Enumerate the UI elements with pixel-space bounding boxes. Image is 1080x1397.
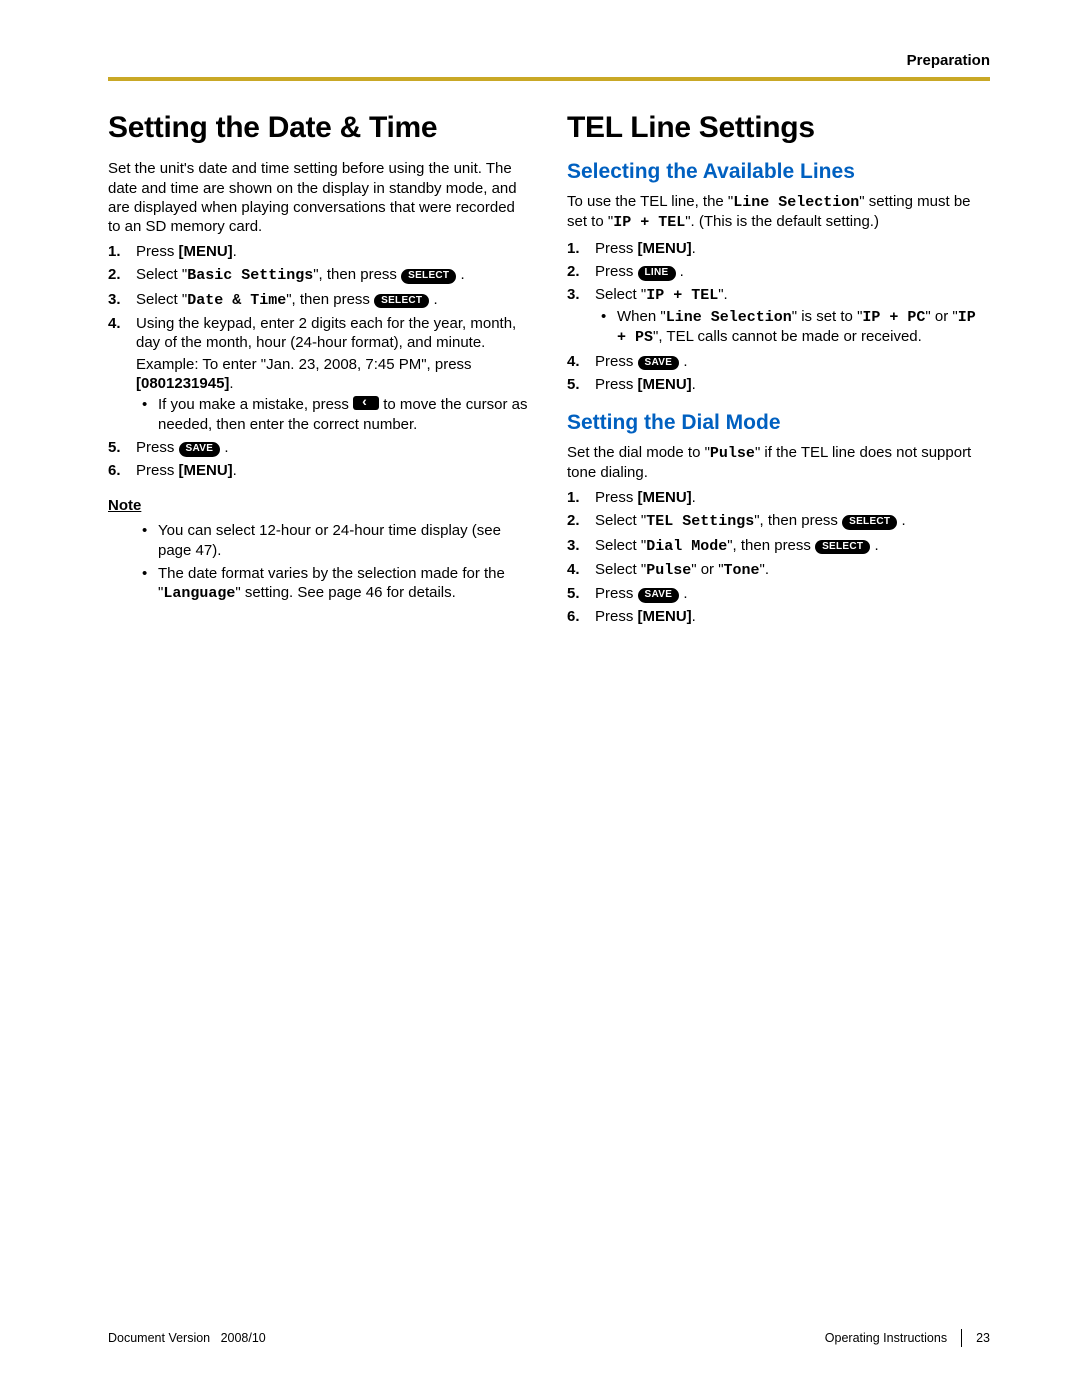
step: Select "Date & Time", then press SELECT … bbox=[108, 290, 531, 310]
step: Press SAVE . bbox=[567, 584, 990, 603]
step: Select "Pulse" or "Tone". bbox=[567, 560, 990, 580]
step: Select "TEL Settings", then press SELECT… bbox=[567, 511, 990, 531]
right-title: TEL Line Settings bbox=[567, 109, 990, 147]
select-key-icon: SELECT bbox=[842, 515, 897, 530]
step: Press [MENU]. bbox=[567, 375, 990, 394]
header-section: Preparation bbox=[108, 52, 990, 69]
note-heading: Note bbox=[108, 496, 141, 515]
step: Press SAVE . bbox=[108, 438, 531, 457]
select-key-icon: SELECT bbox=[815, 540, 870, 555]
right-steps-b: Press [MENU]. Select "TEL Settings", the… bbox=[567, 488, 990, 626]
step: Select "IP + TEL". When "Line Selection"… bbox=[567, 285, 990, 348]
step: Select "Dial Mode", then press SELECT . bbox=[567, 536, 990, 556]
right-steps-a: Press [MENU]. Press LINE . Select "IP + … bbox=[567, 239, 990, 394]
doc-version-label: Document Version bbox=[108, 1331, 210, 1345]
step: Press SAVE . bbox=[567, 352, 990, 371]
line-key-icon: LINE bbox=[638, 266, 676, 281]
save-key-icon: SAVE bbox=[179, 442, 221, 457]
step: Press [MENU]. bbox=[567, 488, 990, 507]
left-column: Setting the Date & Time Set the unit's d… bbox=[108, 109, 531, 632]
bullet: When "Line Selection" is set to "IP + PC… bbox=[595, 307, 990, 347]
bullet: You can select 12-hour or 24-hour time d… bbox=[136, 521, 531, 559]
step: Press LINE . bbox=[567, 262, 990, 281]
footer-divider bbox=[961, 1329, 962, 1347]
doc-version-value: 2008/10 bbox=[221, 1331, 266, 1345]
step: Press [MENU]. bbox=[567, 239, 990, 258]
step: Using the keypad, enter 2 digits each fo… bbox=[108, 314, 531, 434]
note-list: You can select 12-hour or 24-hour time d… bbox=[108, 521, 531, 603]
doc-title: Operating Instructions bbox=[825, 1331, 947, 1345]
select-key-icon: SELECT bbox=[374, 294, 429, 309]
bullet: If you make a mistake, press to move the… bbox=[136, 395, 531, 433]
step: Press [MENU]. bbox=[108, 242, 531, 261]
step: Press [MENU]. bbox=[108, 461, 531, 480]
left-steps: Press [MENU]. Select "Basic Settings", t… bbox=[108, 242, 531, 480]
back-key-icon bbox=[353, 396, 379, 410]
step: Select "Basic Settings", then press SELE… bbox=[108, 265, 531, 285]
right-column: TEL Line Settings Selecting the Availabl… bbox=[567, 109, 990, 632]
step: Press [MENU]. bbox=[567, 607, 990, 626]
accent-bar bbox=[108, 77, 990, 81]
page-number: 23 bbox=[976, 1331, 990, 1345]
bullet: The date format varies by the selection … bbox=[136, 564, 531, 603]
sub-heading: Selecting the Available Lines bbox=[567, 159, 990, 186]
sub2-intro: Set the dial mode to "Pulse" if the TEL … bbox=[567, 443, 990, 482]
left-title: Setting the Date & Time bbox=[108, 109, 531, 147]
save-key-icon: SAVE bbox=[638, 588, 680, 603]
page-footer: Document Version 2008/10 Operating Instr… bbox=[108, 1329, 990, 1347]
sub-heading: Setting the Dial Mode bbox=[567, 410, 990, 437]
select-key-icon: SELECT bbox=[401, 269, 456, 284]
sub1-intro: To use the TEL line, the "Line Selection… bbox=[567, 192, 990, 232]
left-intro: Set the unit's date and time setting bef… bbox=[108, 159, 531, 236]
save-key-icon: SAVE bbox=[638, 356, 680, 371]
